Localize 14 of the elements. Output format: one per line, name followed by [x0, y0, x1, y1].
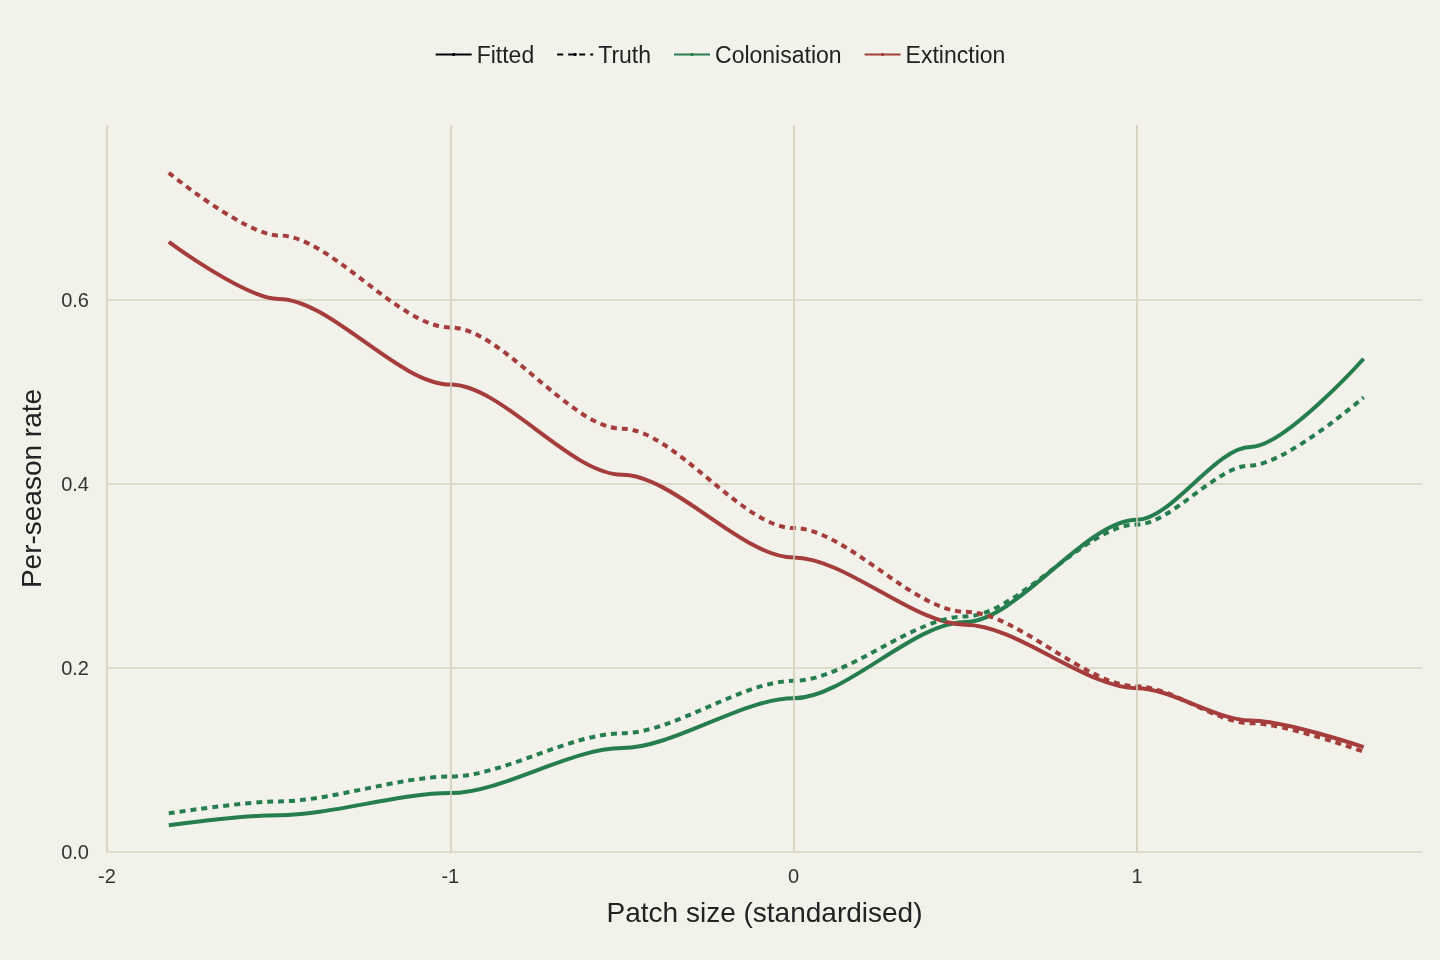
x-tick-label: -1	[441, 865, 460, 887]
x-axis-title: Patch size (standardised)	[606, 896, 923, 928]
y-tick-label: 0.0	[61, 841, 89, 863]
legend-label: Extinction	[905, 41, 1006, 68]
y-axis-title: Per-season rate	[15, 388, 47, 589]
x-tick-label: -2	[98, 865, 116, 887]
x-tick-label: 1	[1131, 865, 1143, 887]
x-tick-label: 0	[788, 865, 800, 887]
y-tick-label: 0.4	[61, 472, 89, 495]
y-tick-label: 0.2	[61, 656, 89, 679]
legend-label: Fitted	[476, 41, 535, 68]
legend-label: Truth	[598, 41, 652, 68]
y-tick-label: 0.6	[61, 288, 89, 311]
legend-label: Colonisation	[715, 41, 842, 68]
